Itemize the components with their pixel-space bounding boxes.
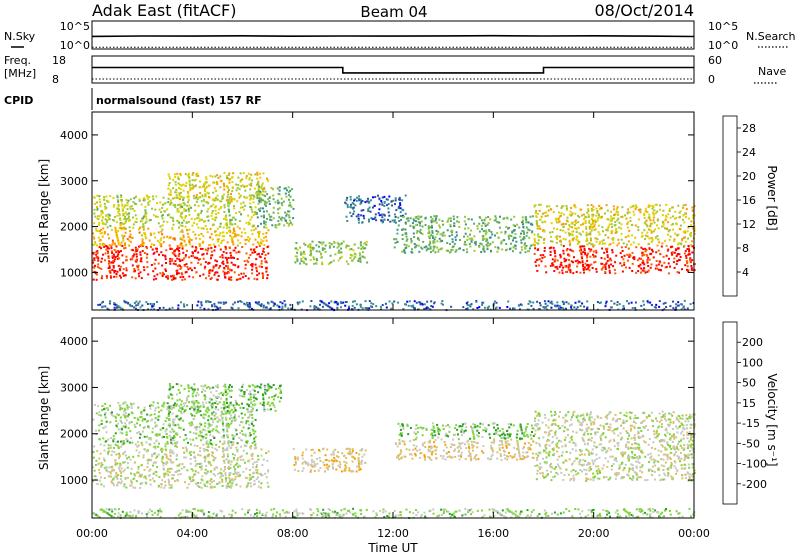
velocity-region-2 [167, 383, 283, 413]
velocity-colorbar-tick: -100 [742, 458, 767, 471]
velocity-region-7 [92, 507, 696, 519]
velocity-region-1 [92, 401, 257, 445]
nave-tick-low: 0 [708, 73, 715, 86]
power-y-ticks: 1000 2000 3000 4000 [60, 129, 694, 279]
slant-range-tick-label: 1000 [60, 266, 88, 279]
slant-range-tick-label: 3000 [60, 381, 88, 394]
power-colorbar-tick: 24 [742, 146, 756, 159]
power-region-5 [294, 240, 369, 266]
freq-tick-low: 8 [52, 73, 59, 86]
noise-right-label: N.Search [746, 30, 796, 43]
power-region-4 [255, 185, 295, 229]
noise-panel: N.Sky 10^5 10^0 10^5 10^0 N.Search [4, 20, 796, 52]
power-region-1 [92, 226, 270, 247]
velocity-colorbar-tick: -15 [742, 417, 760, 430]
power-y-axis-label: Slant Range [km] [37, 159, 51, 263]
time-axis-ticks: 00:00 04:00 08:00 12:00 16:00 20:00 00:00 [76, 112, 710, 540]
velocity-region-5 [397, 422, 535, 441]
power-colorbar-label: Power [dB] [765, 165, 779, 230]
velocity-region-6 [533, 410, 696, 482]
velocity-y-axis-label: Slant Range [km] [37, 366, 51, 470]
power-region-7 [393, 215, 535, 254]
velocity-colorbar-tick: -50 [742, 437, 760, 450]
nave-label: Nave [758, 65, 786, 78]
station-title: Adak East (fitACF) [92, 1, 236, 20]
nsky-series-line [91, 34, 695, 38]
nave-tick-high: 60 [708, 54, 722, 67]
slant-range-tick-label: 3000 [60, 175, 88, 188]
velocity-colorbar-tick: 50 [742, 377, 756, 390]
time-tick-label: 20:00 [578, 527, 610, 540]
velocity-y-ticks: 1000 2000 3000 4000 [60, 335, 694, 487]
velocity-colorbar: 200 100 50 15 -15 -50 -100 -200 [722, 321, 767, 505]
frequency-series-line [92, 66, 694, 74]
power-region-0 [92, 244, 270, 281]
frequency-panel: Freq. [MHz] 18 8 60 0 Nave [4, 54, 786, 86]
beam-title: Beam 04 [360, 3, 427, 21]
cpid-label: CPID [4, 94, 33, 107]
power-region-10 [97, 299, 695, 312]
velocity-colorbar-tick: 15 [742, 397, 756, 410]
time-tick-label: 00:00 [678, 527, 710, 540]
power-region-9 [533, 203, 696, 247]
power-colorbar: 4 8 12 16 20 24 28 [722, 115, 756, 297]
time-tick-label: 16:00 [477, 527, 509, 540]
time-tick-label: 04:00 [176, 527, 208, 540]
slant-range-tick-label: 1000 [60, 474, 88, 487]
noise-right-tick-low: 10^0 [708, 39, 738, 52]
time-axis-label: Time UT [367, 541, 418, 554]
noise-left-tick-high: 10^5 [60, 20, 90, 33]
noise-right-tick-high: 10^5 [708, 20, 738, 33]
power-colorbar-tick: 8 [742, 242, 749, 255]
cpid-text: normalsound (fast) 157 RF [96, 94, 262, 107]
power-colorbar-tick: 12 [742, 218, 756, 231]
time-tick-label: 08:00 [277, 527, 309, 540]
slant-range-tick-label: 4000 [60, 129, 88, 142]
power-region-2 [93, 194, 257, 229]
freq-tick-high: 18 [52, 54, 66, 67]
freq-label: Freq. [4, 54, 31, 67]
velocity-colorbar-tick: 200 [742, 336, 763, 349]
slant-range-tick-label: 4000 [60, 335, 88, 348]
velocity-colorbar-label: Velocity [m s⁻¹] [765, 373, 779, 466]
time-tick-label: 12:00 [377, 527, 409, 540]
power-heatmap-marks [92, 171, 696, 312]
velocity-region-4 [394, 438, 535, 462]
freq-unit-label: [MHz] [4, 67, 36, 80]
velocity-region-0 [92, 443, 270, 489]
slant-range-tick-label: 2000 [60, 428, 88, 441]
date-title: 08/Oct/2014 [594, 1, 694, 20]
noise-left-label: N.Sky [4, 30, 36, 43]
power-region-6 [344, 194, 407, 224]
power-colorbar-tick: 4 [742, 266, 749, 279]
velocity-region-3 [292, 447, 367, 473]
velocity-panel: 1000 2000 3000 4000 Slant Range [km] 200 100… [37, 317, 779, 519]
power-colorbar-tick: 28 [742, 122, 756, 135]
power-panel: 1000 2000 3000 4000 Slant Range [km] 4 8 12 16… [37, 111, 779, 312]
time-tick-label: 00:00 [76, 527, 108, 540]
velocity-colorbar-tick: 100 [742, 356, 763, 369]
velocity-colorbar-tick: -200 [742, 478, 767, 491]
velocity-heatmap-marks [92, 383, 696, 519]
power-colorbar-tick: 16 [742, 194, 756, 207]
power-region-8 [533, 245, 696, 275]
noise-left-tick-low: 10^0 [60, 39, 90, 52]
power-colorbar-tick: 20 [742, 170, 756, 183]
slant-range-tick-label: 2000 [60, 221, 88, 234]
